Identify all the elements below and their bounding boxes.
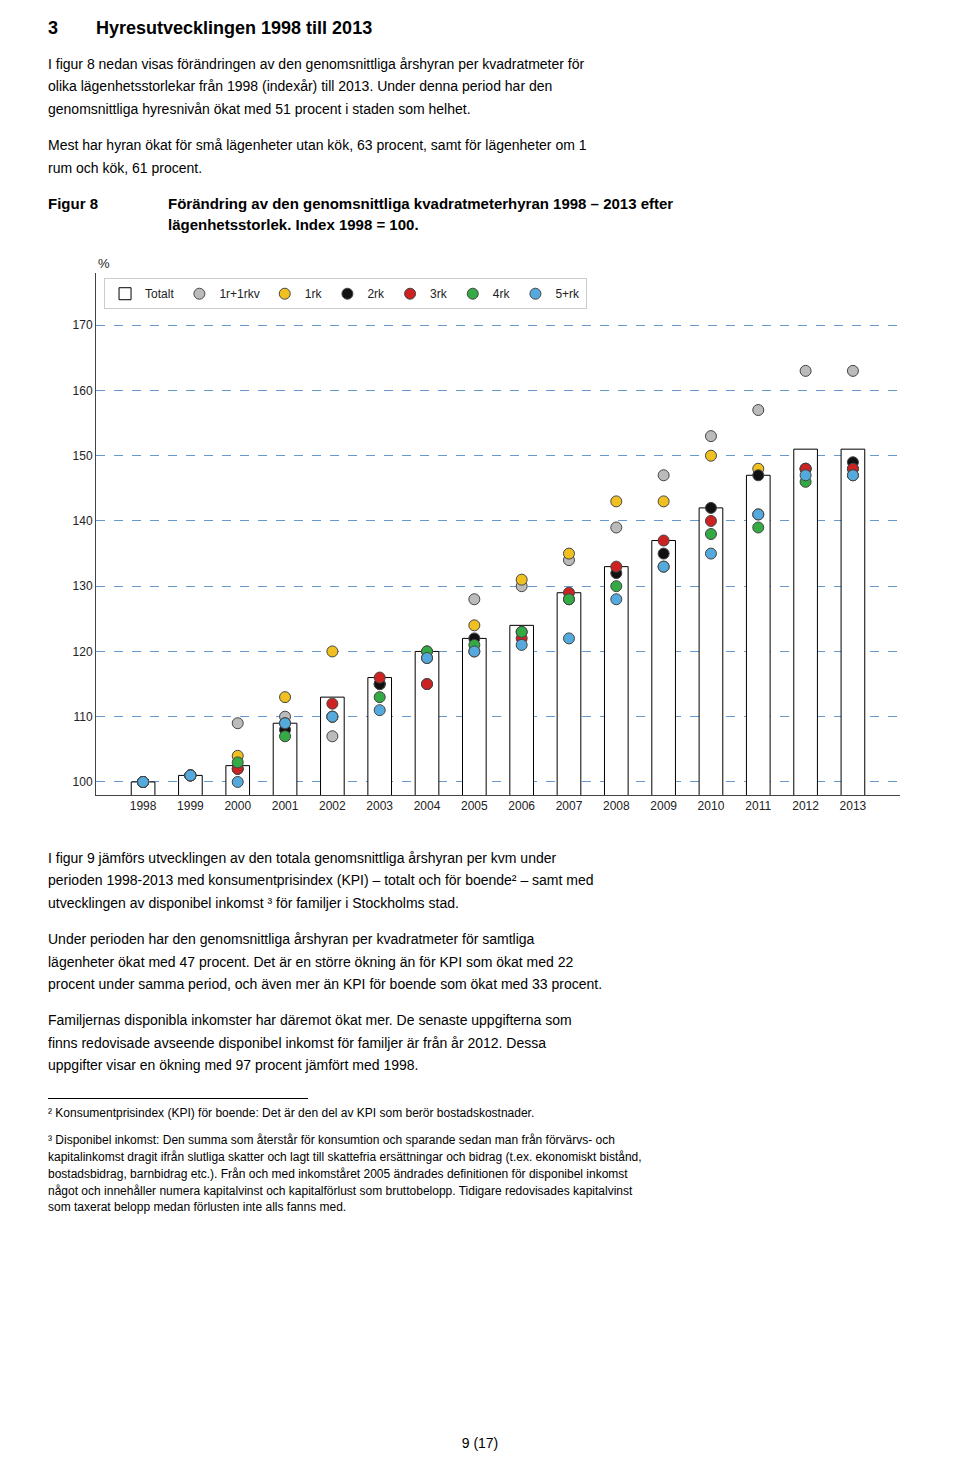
svg-text:1r+1rkv: 1r+1rkv xyxy=(219,287,259,301)
html-text:³ Disponibel inkomst: Den summ: ³ Disponibel inkomst: Den summa som åter… xyxy=(48,1133,642,1215)
svg-text:170: 170 xyxy=(73,318,93,332)
svg-text:2004: 2004 xyxy=(414,799,441,813)
svg-text:2011: 2011 xyxy=(745,799,771,813)
svg-text:110: 110 xyxy=(73,710,92,724)
svg-text:2012: 2012 xyxy=(792,799,819,813)
html-text:I figur 9 jämförs utvecklingen: I figur 9 jämförs utvecklingen av den to… xyxy=(48,850,594,911)
svg-text:2001: 2001 xyxy=(272,799,299,813)
svg-text:2009: 2009 xyxy=(650,799,677,813)
svg-text:2003: 2003 xyxy=(366,799,393,813)
svg-text:2000: 2000 xyxy=(224,799,251,813)
svg-text:120: 120 xyxy=(73,645,93,659)
svg-text:2007: 2007 xyxy=(556,799,583,813)
html-text:Förändring av den genomsnittli: Förändring av den genomsnittliga kvadrat… xyxy=(168,195,674,233)
svg-text:130: 130 xyxy=(73,579,93,593)
svg-text:5+rk: 5+rk xyxy=(555,287,580,301)
svg-text:160: 160 xyxy=(73,384,93,398)
svg-text:150: 150 xyxy=(73,449,93,463)
svg-text:2010: 2010 xyxy=(698,799,725,813)
svg-text:1rk: 1rk xyxy=(305,287,323,301)
svg-text:2002: 2002 xyxy=(319,799,346,813)
svg-text:2008: 2008 xyxy=(603,799,630,813)
svg-text:4rk: 4rk xyxy=(493,287,511,301)
html-text:Under perioden har den genomsn: Under perioden har den genomsnittliga år… xyxy=(48,931,603,992)
svg-text:2rk: 2rk xyxy=(367,287,385,301)
html-text:Figur 8: Figur 8 xyxy=(48,195,98,212)
svg-text:1999: 1999 xyxy=(177,799,204,813)
svg-text:3rk: 3rk xyxy=(430,287,448,301)
svg-text:100: 100 xyxy=(73,775,93,789)
html-text:9 (17): 9 (17) xyxy=(461,1435,499,1451)
svg-text:%: % xyxy=(98,256,110,271)
html-text:I figur 8 nedan visas förändri: I figur 8 nedan visas förändringen av de… xyxy=(48,56,585,117)
html-text:3: 3 xyxy=(48,18,58,38)
html-text:Hyresutvecklingen 1998 till 20: Hyresutvecklingen 1998 till 2013 xyxy=(96,18,373,38)
svg-text:140: 140 xyxy=(73,514,93,528)
html-text:Familjernas disponibla inkomst: Familjernas disponibla inkomster har där… xyxy=(48,1012,572,1074)
svg-text:1998: 1998 xyxy=(130,799,157,813)
html-text:² Konsumentprisindex (KPI) för: ² Konsumentprisindex (KPI) för boende: D… xyxy=(48,1106,535,1121)
svg-text:Totalt: Totalt xyxy=(145,287,174,301)
html-text:Mest har hyran ökat för små lä: Mest har hyran ökat för små lägenheter u… xyxy=(48,137,587,176)
svg-text:2006: 2006 xyxy=(508,799,535,813)
svg-text:2005: 2005 xyxy=(461,799,488,813)
svg-text:2013: 2013 xyxy=(840,799,867,813)
